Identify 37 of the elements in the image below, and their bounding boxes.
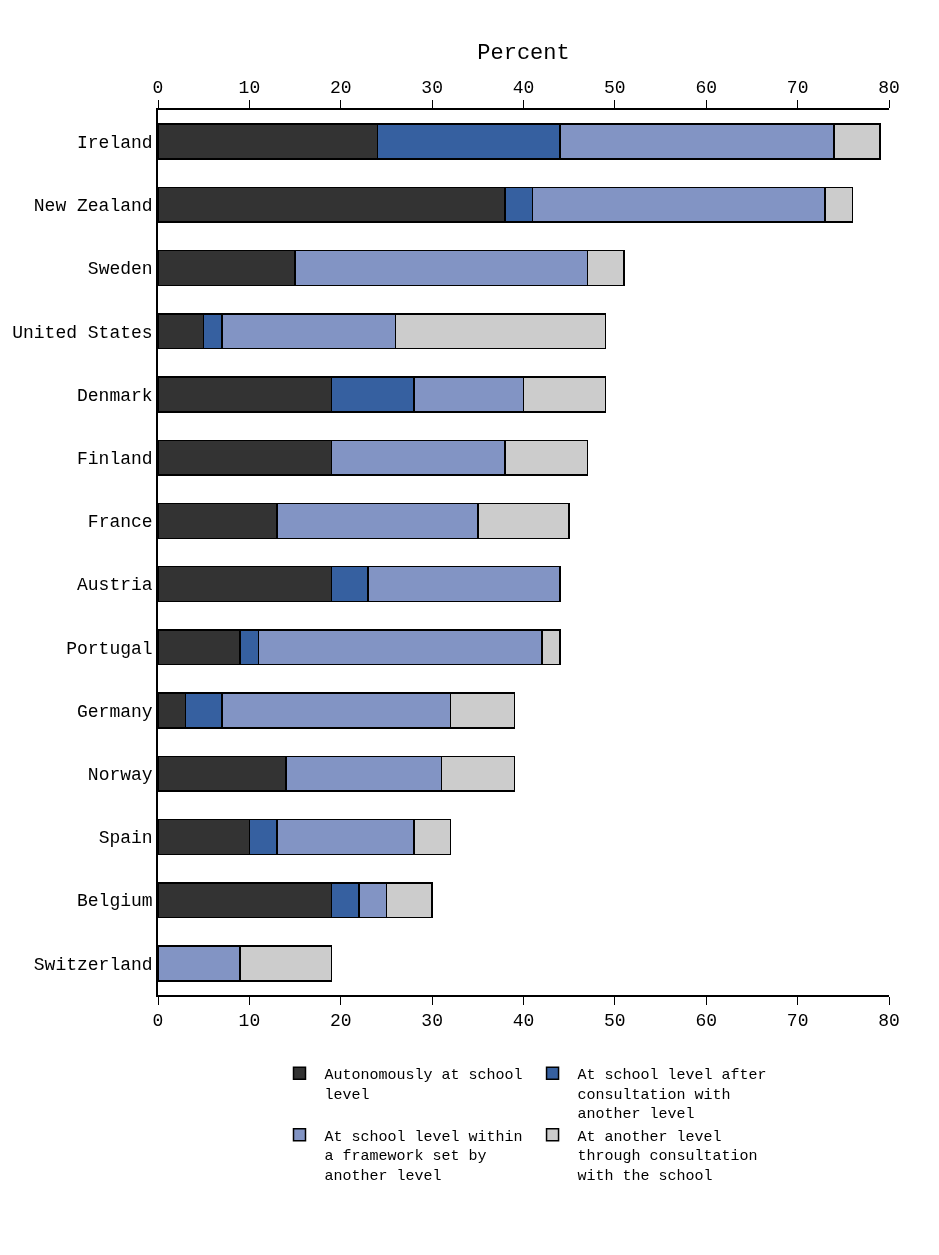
x2-tick-label: 60 — [695, 1011, 718, 1032]
y-tick-label: Portugal — [66, 638, 153, 659]
x-tick-label: 50 — [604, 78, 626, 99]
x-tick-label: 30 — [421, 78, 443, 99]
x-tick-label: 10 — [238, 78, 261, 99]
legend-label: At school level within a framework set by another level — [324, 1128, 523, 1185]
legend-label: Autonomously at school level — [324, 1067, 523, 1104]
y-tick-label: Belgium — [77, 891, 153, 912]
y-tick-label: Norway — [87, 765, 153, 786]
x-tick-label: 70 — [786, 78, 809, 99]
x-tick-label: 0 — [152, 78, 164, 99]
x2-tick-label: 70 — [786, 1011, 809, 1032]
y-tick-label: Austria — [77, 575, 153, 596]
legend-label: At another level through consultation with the school — [577, 1128, 758, 1185]
x2-axis-title: Percent — [477, 41, 570, 67]
y-tick-label: Switzerland — [33, 954, 153, 975]
y-tick-label: Finland — [77, 448, 153, 469]
x-tick-label: 60 — [695, 78, 718, 99]
x-tick-label: 40 — [512, 78, 535, 99]
x-tick-label: 80 — [878, 78, 900, 99]
x2-tick-label: 10 — [238, 1011, 261, 1032]
y-tick-label: Ireland — [77, 132, 153, 153]
x2-tick-label: 20 — [329, 1011, 352, 1032]
x2-tick-label: 80 — [878, 1011, 900, 1032]
x2-tick-label: 30 — [421, 1011, 443, 1032]
legend-label: At school level after consultation with another level — [577, 1067, 767, 1124]
y-tick-label: New Zealand — [33, 196, 153, 217]
y-tick-label: France — [87, 512, 153, 533]
y-tick-label: Denmark — [77, 385, 153, 406]
x2-tick-label: 50 — [604, 1011, 626, 1032]
x-tick-label: 20 — [329, 78, 352, 99]
y-tick-label: Germany — [77, 701, 153, 722]
y-tick-label: United States — [12, 322, 153, 343]
x2-tick-label: 0 — [152, 1011, 164, 1032]
y-tick-label: Spain — [98, 828, 153, 849]
x2-tick-label: 40 — [512, 1011, 535, 1032]
y-tick-label: Sweden — [87, 259, 153, 280]
